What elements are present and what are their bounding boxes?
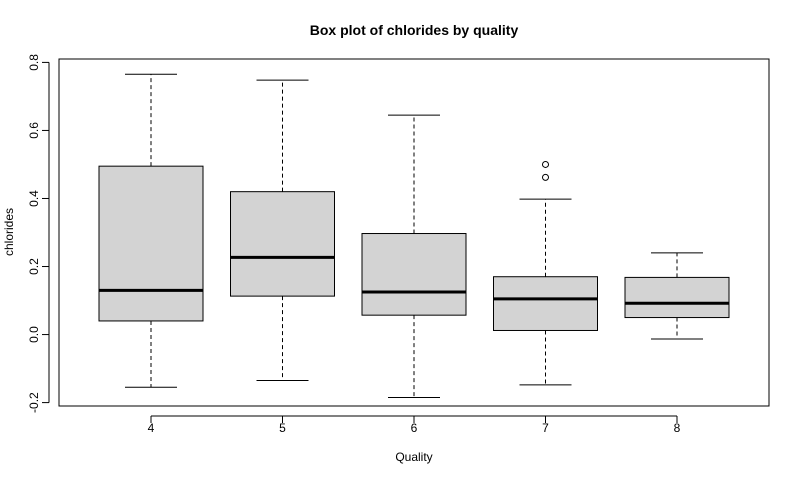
box-4: [98, 73, 204, 388]
box-8: [624, 252, 730, 340]
iqr-box-8: [624, 276, 730, 319]
y-tick-label-3: 0.4: [27, 190, 41, 207]
y-tick-label-2: 0.2: [27, 258, 41, 275]
iqr-box-4: [98, 165, 204, 322]
box-7: [493, 160, 598, 386]
y-tick-label-4: 0.6: [27, 122, 41, 139]
x-axis-label: Quality: [395, 450, 432, 464]
outlier-7-1: [542, 160, 549, 168]
x-tick-label-4: 4: [148, 421, 155, 435]
outlier-7-0: [542, 173, 549, 181]
boxes-group: [98, 73, 730, 398]
y-axis-label: chlorides: [2, 208, 16, 256]
iqr-box-5: [230, 191, 335, 297]
y-tick-label-5: 0.8: [27, 54, 41, 71]
iqr-box-6: [361, 233, 467, 316]
box-5: [230, 79, 335, 381]
iqr-box-7: [493, 276, 598, 331]
x-tick-label-8: 8: [674, 421, 681, 435]
box-6: [361, 114, 467, 398]
x-tick-label-7: 7: [542, 421, 549, 435]
x-tick-label-6: 6: [411, 421, 418, 435]
x-tick-label-5: 5: [279, 421, 286, 435]
y-tick-label-1: 0.0: [27, 326, 41, 343]
y-tick-label-0: -0.2: [27, 392, 41, 413]
y-axis: -0.2 0.0 0.2 0.4 0.6 0.8: [27, 54, 50, 413]
chart-title: Box plot of chlorides by quality: [310, 22, 519, 38]
x-axis: 4 5 6 7 8: [148, 415, 681, 435]
plot-frame: [58, 58, 770, 407]
